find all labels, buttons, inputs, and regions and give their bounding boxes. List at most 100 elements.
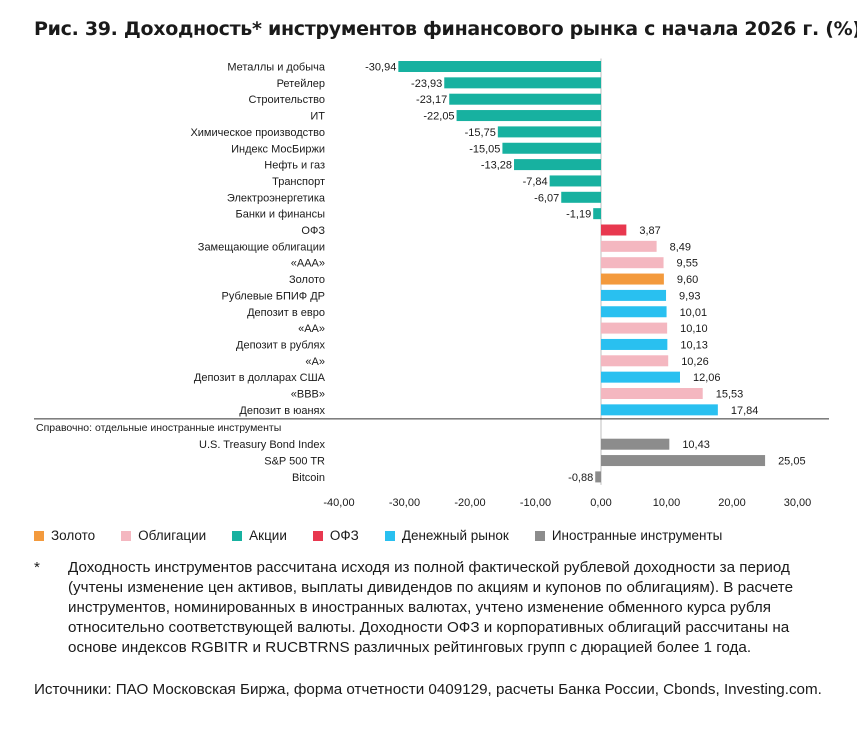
data-label: -0,88 (568, 472, 593, 484)
bar (497, 126, 601, 138)
category-label: Депозит в долларах США (194, 372, 326, 384)
legend-swatch-money (384, 530, 395, 541)
legend-item-stocks: Акции (232, 528, 287, 543)
bar (601, 273, 664, 285)
data-label: -30,94 (365, 62, 396, 74)
bar (601, 338, 668, 350)
category-label: Рублевые БПИФ ДР (222, 290, 325, 302)
bar (502, 142, 601, 154)
legend-swatch-gold (34, 530, 44, 541)
data-label: 9,93 (679, 290, 700, 302)
category-label: S&P 500 TR (264, 456, 325, 468)
data-label: 10,01 (680, 307, 708, 319)
category-label: Банки и финансы (236, 209, 326, 221)
bar (561, 191, 601, 203)
category-label: Золото (289, 274, 325, 286)
data-label: 10,43 (682, 439, 710, 451)
legend-swatch-ofz (312, 530, 323, 541)
data-label: 25,05 (778, 456, 806, 468)
category-label: Ретейлер (277, 78, 325, 90)
data-label: 10,10 (680, 323, 708, 335)
data-label: -23,93 (411, 78, 442, 90)
x-tick-label: 20,00 (718, 497, 746, 509)
sources: Источники: ПАО Московская Биржа, форма о… (34, 681, 822, 698)
bar (601, 240, 657, 252)
bar-chart: Справочно: отдельные иностранные инструм… (34, 58, 829, 509)
reference-label: Справочно: отдельные иностранные инструм… (36, 422, 281, 434)
category-label: Нефть и газ (264, 160, 325, 172)
bar (601, 224, 627, 236)
data-label: 10,26 (681, 356, 709, 368)
category-label: Bitcoin (292, 472, 325, 484)
x-tick-label: -40,00 (323, 497, 354, 509)
legend-item-money: Денежный рынок (384, 528, 509, 543)
chart-title: Рис. 39. Доходность* инструментов финанс… (34, 18, 857, 40)
legend-label-ofz: ОФЗ (329, 528, 359, 543)
legend-label-gold: Золото (51, 528, 96, 543)
category-label: Металлы и добыча (227, 62, 326, 74)
data-label: 3,87 (639, 225, 660, 237)
bar (601, 404, 718, 416)
bar (601, 289, 667, 301)
data-label: -1,19 (566, 209, 591, 221)
legend-item-foreign: Иностранные инструменты (534, 528, 723, 543)
category-label: Депозит в юанях (239, 405, 325, 417)
x-tick-label: 10,00 (653, 497, 681, 509)
legend-swatch-stocks (232, 530, 243, 541)
bar (549, 175, 601, 187)
legend-swatch-foreign (534, 530, 545, 541)
bar (601, 438, 670, 450)
legend-item-ofz: ОФЗ (312, 528, 359, 543)
category-label: Химическое производство (190, 127, 325, 139)
x-tick-label: 30,00 (784, 497, 812, 509)
category-label: ИТ (310, 111, 325, 123)
bar (601, 388, 703, 399)
legend-item-bonds: Облигации (121, 528, 206, 543)
data-label: -13,28 (481, 160, 512, 172)
legend-label-foreign: Иностранные инструменты (551, 528, 723, 543)
data-label: 8,49 (670, 241, 691, 253)
data-label: 9,60 (677, 274, 698, 286)
bar (456, 110, 601, 122)
bar (601, 306, 667, 318)
category-label: Депозит в рублях (236, 339, 325, 351)
data-label: -15,05 (469, 143, 500, 155)
category-label: U.S. Treasury Bond Index (199, 439, 325, 451)
legend-swatch-bonds (121, 530, 132, 541)
category-label: «А» (305, 356, 325, 368)
category-label: Депозит в евро (247, 307, 325, 319)
bar (514, 159, 601, 171)
category-label: Транспорт (272, 176, 325, 188)
bar (444, 77, 601, 89)
category-label: Замещающие облигации (198, 241, 325, 253)
x-tick-label: -30,00 (389, 497, 420, 509)
category-label: «ВВВ» (291, 389, 325, 401)
category-label: ОФЗ (301, 225, 325, 237)
legend-label-stocks: Акции (249, 528, 287, 543)
x-tick-label: -10,00 (520, 497, 551, 509)
data-label: -22,05 (423, 111, 454, 123)
data-label: -6,07 (534, 192, 559, 204)
data-label: 17,84 (731, 405, 759, 417)
bar (601, 257, 664, 269)
bar (593, 208, 601, 220)
legend: Золото Облигации Акции ОФЗ Денежный рыно… (34, 528, 722, 543)
bar (398, 61, 601, 72)
bar (601, 322, 668, 334)
category-label: Строительство (248, 94, 325, 106)
bar (449, 93, 601, 105)
legend-item-gold: Золото (34, 528, 95, 543)
footnote-marker: * (34, 559, 40, 576)
data-label: -23,17 (416, 94, 447, 106)
data-label: 9,55 (677, 258, 698, 270)
data-label: 15,53 (716, 389, 744, 401)
data-label: -15,75 (465, 127, 496, 139)
legend-label-bonds: Облигации (138, 528, 207, 543)
category-label: «ААА» (291, 258, 325, 270)
data-label: 10,13 (680, 339, 708, 351)
legend-label-money: Денежный рынок (401, 528, 509, 543)
data-label: -7,84 (523, 176, 548, 188)
bar (601, 371, 680, 383)
bar (595, 471, 601, 483)
bar (601, 355, 669, 367)
